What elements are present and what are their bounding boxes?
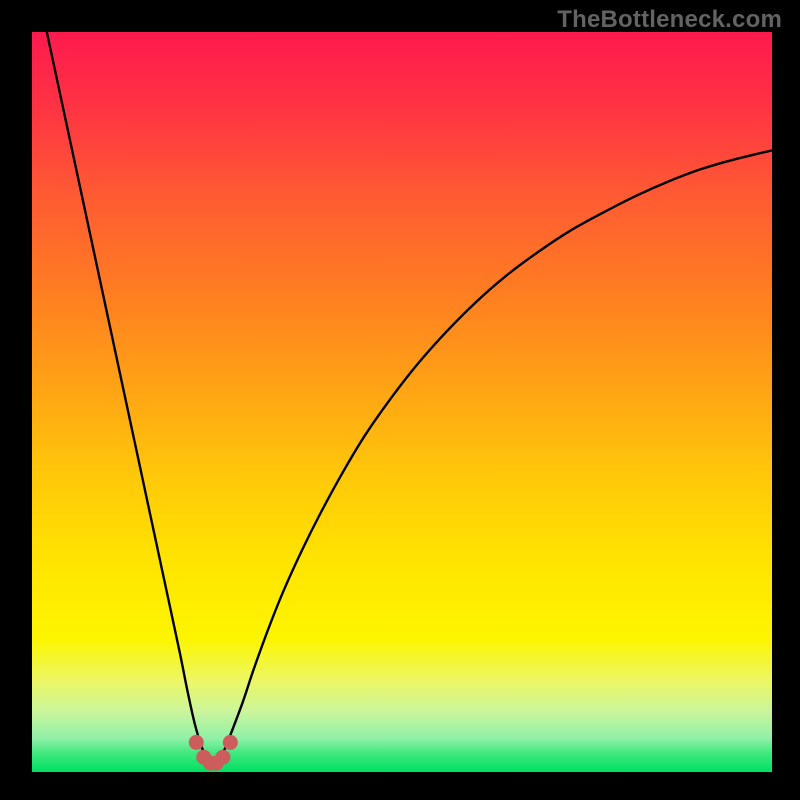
watermark-text: TheBottleneck.com bbox=[557, 6, 782, 34]
optimal-point-marker bbox=[215, 750, 230, 765]
bottleneck-curve bbox=[47, 32, 772, 765]
optimal-point-marker bbox=[189, 735, 204, 750]
plot-area bbox=[32, 32, 772, 772]
optimal-point-marker bbox=[223, 735, 238, 750]
chart-svg bbox=[32, 32, 772, 772]
